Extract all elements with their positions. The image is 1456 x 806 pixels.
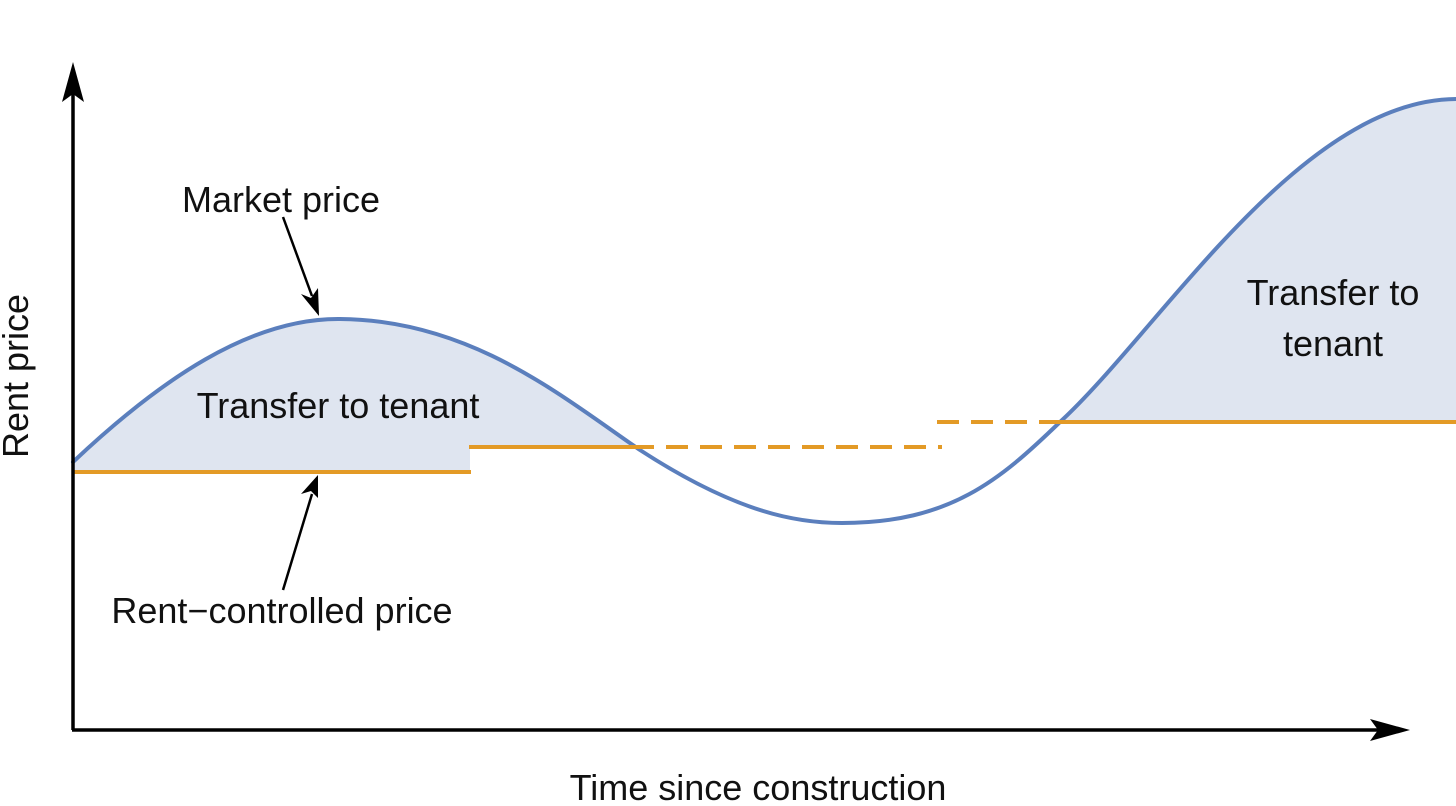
market-price-label: Market price [182,179,380,220]
transfer-area-middle [470,346,632,447]
x-axis-title: Time since construction [570,767,947,806]
pointer-arrows [281,216,319,591]
axes [62,62,1410,741]
rent-controlled-price-line [73,420,1456,474]
rent-controlled-price-label: Rent−controlled price [111,590,452,631]
market-price-pointer [281,216,314,297]
y-axis-title: Rent price [0,294,36,458]
transfer-to-tenant-label-right-line1: Transfer to [1247,272,1420,313]
market-price-curve [71,97,1456,526]
rent-price-pointer [281,493,314,591]
transfer-area-left [73,318,470,472]
x-axis-arrowhead [1370,719,1410,741]
transfer-shading [73,99,1456,472]
transfer-to-tenant-label-right-line2: tenant [1283,323,1383,364]
y-axis-arrowhead [62,62,84,102]
transfer-area-right [1060,99,1456,422]
market-price-arrowhead [301,288,319,316]
rent-price-arrowhead [301,475,318,498]
transfer-to-tenant-label-left: Transfer to tenant [197,385,480,426]
